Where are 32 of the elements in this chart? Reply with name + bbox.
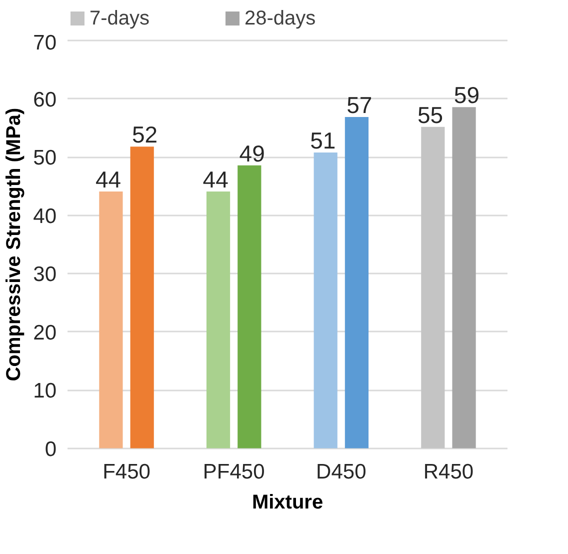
- data-label: 52: [132, 122, 158, 148]
- y-tick-label: 20: [33, 321, 56, 344]
- data-label: 57: [346, 92, 372, 118]
- bar: [452, 107, 476, 448]
- x-tick-label: D450: [316, 460, 366, 484]
- data-label: 49: [239, 140, 265, 166]
- y-axis-title: Compressive Strength (MPa): [3, 108, 26, 382]
- x-tick-label: PF450: [202, 460, 265, 484]
- bar: [238, 165, 262, 448]
- data-label: 51: [310, 128, 336, 154]
- bar: [99, 192, 123, 448]
- y-tick-label: 30: [33, 263, 56, 286]
- y-tick-label: 10: [33, 380, 56, 403]
- data-label: 59: [454, 82, 480, 108]
- data-label: 55: [417, 102, 444, 128]
- x-tick-label: R450: [423, 460, 474, 484]
- y-tick-label: 0: [44, 438, 57, 461]
- bar: [344, 116, 369, 448]
- data-label: 44: [95, 166, 122, 193]
- y-tick-label: 50: [33, 146, 56, 170]
- y-tick-label: 40: [33, 204, 56, 228]
- legend-label: 28-days: [244, 8, 316, 30]
- bar: [206, 192, 230, 448]
- data-label: 44: [202, 166, 229, 193]
- y-tick-label: 70: [33, 32, 56, 54]
- x-tick-label: F450: [102, 460, 150, 484]
- x-axis-title: Mixture: [252, 492, 324, 514]
- bar: [421, 126, 445, 448]
- legend-label: 7-days: [90, 8, 150, 30]
- y-tick-label: 60: [33, 88, 56, 112]
- bar: [130, 146, 154, 448]
- bar: [314, 152, 338, 448]
